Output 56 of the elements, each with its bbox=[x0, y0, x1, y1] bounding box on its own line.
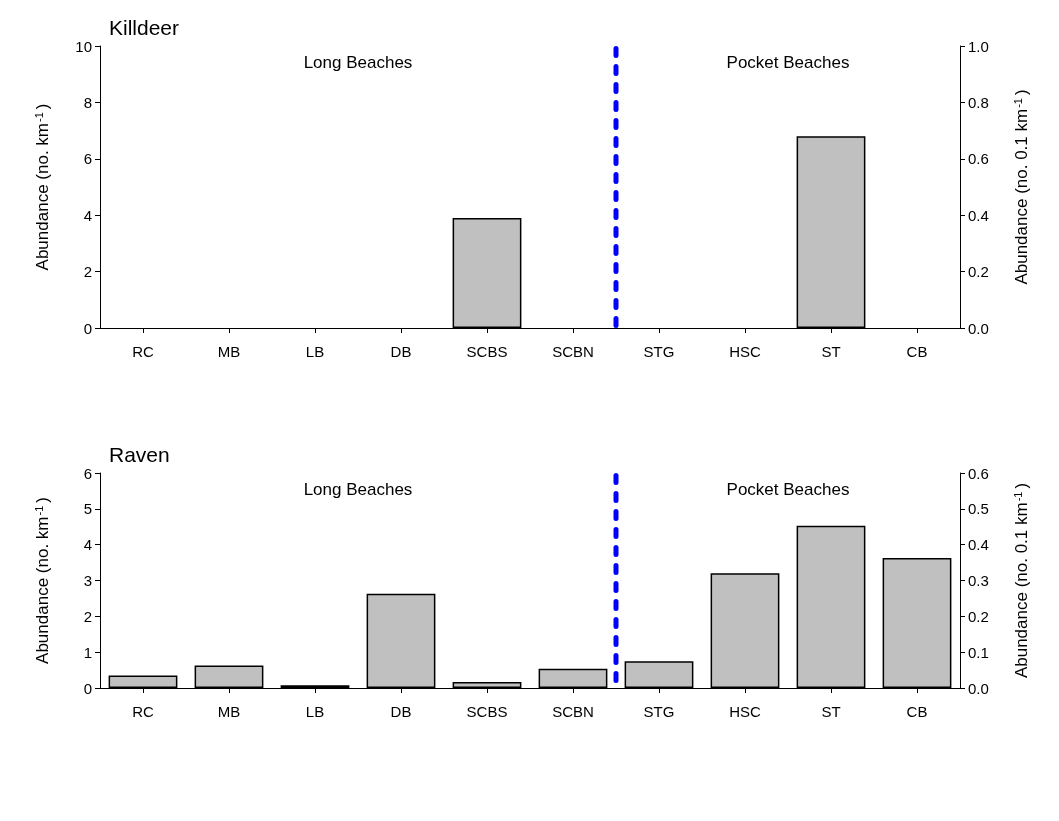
y-tick-label: 2 bbox=[83, 263, 92, 281]
x-tick-label: SCBN bbox=[552, 343, 594, 360]
x-tick-label: HSC bbox=[729, 343, 761, 360]
y2-tick-label: 0.1 bbox=[968, 643, 989, 661]
y-tick-label: 6 bbox=[83, 150, 92, 168]
y2-tick-label: 0.2 bbox=[968, 263, 989, 281]
y-tick-label: 0 bbox=[83, 679, 92, 697]
y-axis-title: Abundance (no. km-1) bbox=[32, 497, 52, 664]
y-tick-label: 0 bbox=[83, 319, 92, 337]
annotation: Pocket Beaches bbox=[726, 480, 850, 499]
x-tick-label: CB bbox=[906, 343, 928, 360]
y-tick-label: 4 bbox=[83, 206, 92, 224]
x-tick-label: LB bbox=[305, 703, 325, 720]
x-tick-label: STG bbox=[643, 343, 675, 360]
x-tick-label: ST bbox=[821, 343, 841, 360]
y-tick-label: 10 bbox=[75, 37, 92, 55]
x-tick-label: DB bbox=[390, 703, 412, 720]
y-tick-label: 6 bbox=[83, 464, 92, 482]
x-tick-label: ST bbox=[821, 703, 841, 720]
y2-tick-label: 1.0 bbox=[968, 37, 989, 55]
y-tick-label: 5 bbox=[83, 500, 92, 518]
annotation: Pocket Beaches bbox=[726, 53, 850, 72]
x-tick-label: DB bbox=[390, 343, 412, 360]
y2-tick-label: 0.2 bbox=[968, 607, 989, 625]
y-tick-label: 4 bbox=[83, 536, 92, 554]
y-tick-label: 2 bbox=[83, 607, 92, 625]
y-tick-label: 8 bbox=[83, 93, 92, 111]
y2-axis-title: Abundance (no. 0.1 km-1) bbox=[1011, 482, 1031, 679]
y2-tick-label: 0.6 bbox=[968, 150, 989, 168]
y2-tick-label: 0.3 bbox=[968, 572, 989, 589]
x-tick-label: HSC bbox=[729, 703, 761, 720]
y2-tick-label: 0.0 bbox=[968, 319, 989, 337]
y-axis-title: Abundance (no. km-1) bbox=[32, 103, 52, 271]
x-tick-label: CB bbox=[906, 703, 928, 720]
chart-title: Killdeer bbox=[109, 16, 180, 39]
x-tick-label: SCBS bbox=[466, 703, 508, 720]
y2-tick-label: 0.4 bbox=[968, 206, 989, 224]
annotation: Long Beaches bbox=[303, 480, 413, 499]
x-tick-label: RC bbox=[132, 703, 154, 720]
y2-tick-label: 0.4 bbox=[968, 536, 989, 554]
x-tick-label: STG bbox=[643, 703, 675, 720]
x-tick-label: MB bbox=[217, 703, 241, 720]
y-tick-label: 3 bbox=[83, 572, 92, 589]
y-tick-label: 1 bbox=[83, 643, 92, 661]
x-tick-label: SCBS bbox=[466, 343, 508, 360]
annotation: Long Beaches bbox=[303, 53, 413, 72]
x-tick-label: RC bbox=[132, 343, 154, 360]
x-tick-label: MB bbox=[217, 343, 241, 360]
y2-tick-label: 0.8 bbox=[968, 93, 989, 111]
y2-tick-label: 0.5 bbox=[968, 500, 989, 518]
chart-title: Raven bbox=[109, 443, 170, 466]
y2-axis-title: Abundance (no. 0.1 km-1) bbox=[1011, 89, 1031, 285]
y2-tick-label: 0.0 bbox=[968, 679, 989, 697]
x-tick-label: LB bbox=[305, 343, 325, 360]
y2-tick-label: 0.6 bbox=[968, 464, 989, 482]
x-tick-label: SCBN bbox=[552, 703, 594, 720]
